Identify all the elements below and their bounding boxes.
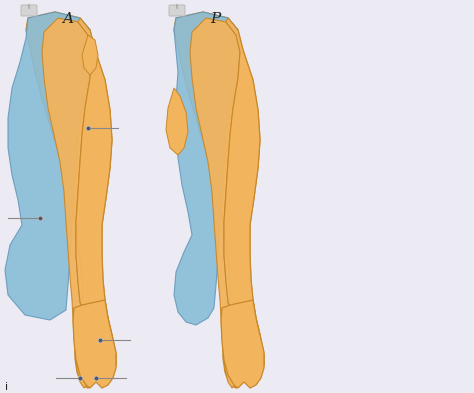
Polygon shape [224, 18, 264, 386]
Polygon shape [190, 18, 240, 388]
Polygon shape [174, 12, 240, 325]
Polygon shape [82, 35, 98, 75]
Polygon shape [26, 12, 116, 388]
Polygon shape [221, 300, 264, 388]
Polygon shape [73, 300, 116, 388]
Text: A: A [62, 12, 73, 26]
Text: P: P [210, 12, 220, 26]
Polygon shape [42, 18, 92, 388]
Polygon shape [5, 12, 92, 320]
FancyBboxPatch shape [21, 5, 37, 16]
Polygon shape [174, 12, 264, 388]
Polygon shape [76, 18, 116, 386]
FancyBboxPatch shape [169, 5, 185, 16]
Polygon shape [166, 88, 188, 155]
Text: i: i [5, 382, 8, 392]
